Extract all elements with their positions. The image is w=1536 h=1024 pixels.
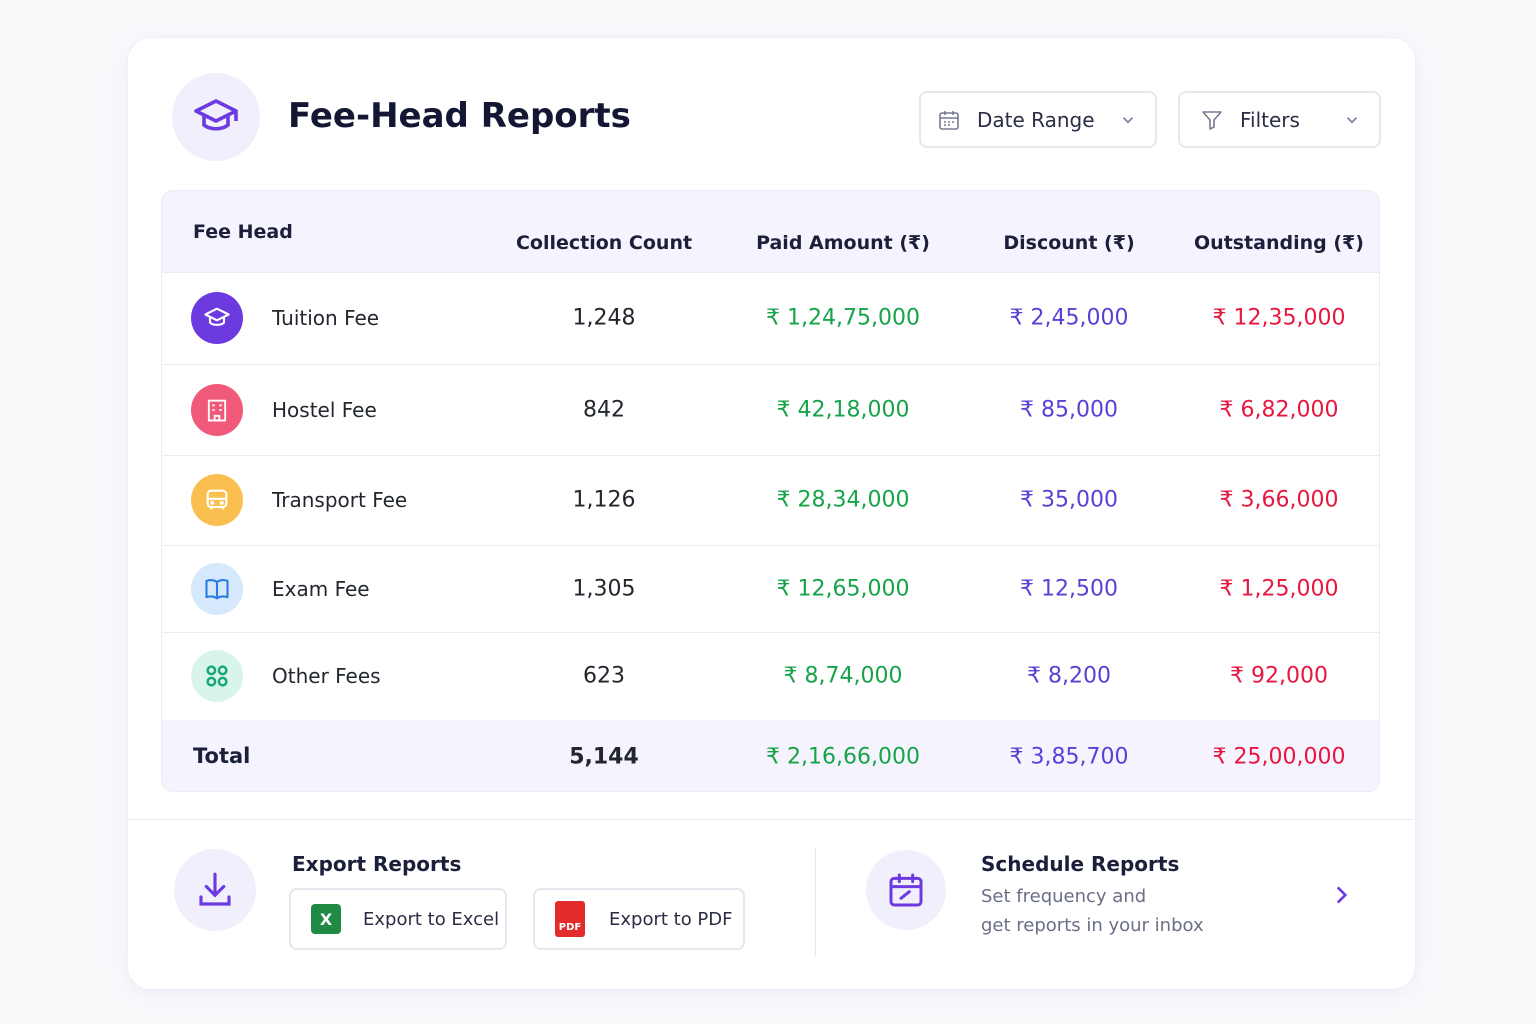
table-cell: ₹ 35,000 (1020, 487, 1118, 513)
schedule-chevron[interactable] (1328, 882, 1354, 912)
table-cell: ₹ 12,65,000 (776, 576, 910, 601)
divider (127, 819, 1414, 820)
column-header: Collection Count (515, 232, 693, 254)
schedule-title: Schedule Reports (981, 852, 1180, 876)
total-cell: 5,144 (569, 744, 639, 770)
fee-head-name: Exam Fee (272, 576, 370, 601)
column-header: Outstanding (₹) (1194, 232, 1364, 254)
table-cell: 623 (583, 663, 625, 689)
header-icon (172, 73, 260, 161)
total-cell: ₹ 3,85,700 (1009, 744, 1129, 770)
fee-head-name: Hostel Fee (272, 397, 377, 422)
table-cell: ₹ 8,74,000 (783, 663, 903, 689)
export-title: Export Reports (292, 852, 462, 876)
filters-label: Filters (1240, 107, 1300, 132)
date-range-button[interactable]: Date Range (919, 91, 1157, 148)
vertical-divider (815, 848, 816, 956)
table-total-row (162, 720, 1379, 791)
total-cell: ₹ 2,16,66,000 (766, 744, 920, 770)
export-icon (174, 849, 256, 931)
pdf-icon: PDF (555, 901, 585, 937)
table-cell: 842 (583, 397, 625, 422)
row-icon (191, 474, 243, 526)
export-excel-label: Export to Excel (363, 908, 500, 930)
export-pdf-button[interactable]: PDF Export to PDF (533, 888, 745, 950)
fee-table: Fee Head Collection Count Paid Amount (₹) D… (161, 190, 1380, 792)
row-divider (162, 364, 1379, 365)
table-cell: ₹ 12,35,000 (1212, 305, 1346, 331)
row-icon (191, 562, 243, 615)
table-cell: ₹ 92,000 (1230, 663, 1328, 689)
fee-head-name: Transport Fee (272, 488, 408, 512)
table-cell: ₹ 85,000 (1020, 397, 1118, 422)
date-range-label: Date Range (977, 107, 1095, 132)
table-cell: ₹ 28,34,000 (776, 487, 910, 513)
excel-icon: X (311, 904, 341, 934)
table-cell: ₹ 8,200 (1027, 663, 1111, 689)
table-cell: ₹ 3,66,000 (1219, 487, 1339, 513)
column-header: Paid Amount (₹) (756, 232, 930, 254)
schedule-icon (866, 850, 946, 930)
table-cell: 1,248 (572, 305, 636, 331)
total-label: Total (193, 744, 251, 768)
table-cell: ₹ 1,24,75,000 (766, 305, 920, 331)
table-header (162, 191, 1379, 272)
row-divider (162, 455, 1379, 456)
total-cell: ₹ 25,00,000 (1212, 744, 1346, 770)
schedule-subtitle: Set frequency and (981, 886, 1147, 907)
row-icon (191, 292, 243, 344)
fee-head-name: Tuition Fee (272, 306, 380, 330)
table-cell: ₹ 12,500 (1020, 576, 1118, 601)
row-divider (162, 272, 1379, 273)
column-header: Fee Head (193, 221, 293, 243)
table-cell: ₹ 2,45,000 (1009, 305, 1129, 331)
export-excel-button[interactable]: X Export to Excel (289, 888, 507, 950)
table-cell: ₹ 6,82,000 (1219, 397, 1339, 422)
schedule-subtitle: get reports in your inbox (981, 915, 1204, 936)
filters-button[interactable]: Filters (1178, 91, 1381, 148)
page-title: Fee-Head Reports (288, 96, 631, 136)
row-divider (162, 632, 1379, 633)
export-pdf-label: Export to PDF (609, 908, 733, 930)
table-cell: 1,126 (572, 487, 636, 513)
row-divider (162, 545, 1379, 546)
column-header: Discount (₹) (1003, 232, 1135, 254)
row-icon (191, 650, 243, 702)
table-cell: ₹ 1,25,000 (1219, 576, 1339, 601)
fee-head-name: Other Fees (272, 664, 381, 688)
row-icon (191, 383, 243, 436)
table-cell: 1,305 (572, 576, 636, 601)
table-cell: ₹ 42,18,000 (776, 397, 910, 422)
